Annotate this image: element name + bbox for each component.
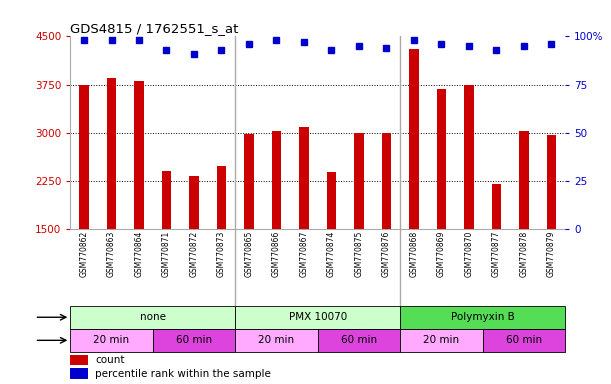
- Bar: [70, 355, 87, 366]
- Text: 20 min: 20 min: [423, 335, 459, 345]
- Text: GSM770875: GSM770875: [354, 230, 364, 277]
- Text: GSM770877: GSM770877: [492, 230, 501, 277]
- Bar: [107, 78, 116, 229]
- Text: GSM770878: GSM770878: [519, 230, 529, 276]
- Bar: [437, 89, 446, 229]
- Text: GSM770879: GSM770879: [547, 230, 556, 277]
- Bar: [79, 84, 89, 229]
- Text: GSM770866: GSM770866: [272, 230, 281, 277]
- Text: 60 min: 60 min: [341, 335, 377, 345]
- Bar: [318, 329, 400, 352]
- Bar: [70, 369, 87, 379]
- Text: GSM770862: GSM770862: [79, 230, 89, 276]
- Bar: [235, 329, 318, 352]
- Text: GSM770873: GSM770873: [217, 230, 226, 277]
- Bar: [464, 84, 474, 229]
- Text: 20 min: 20 min: [93, 335, 130, 345]
- Text: count: count: [95, 355, 125, 365]
- Bar: [162, 171, 171, 229]
- Text: GSM770867: GSM770867: [299, 230, 309, 277]
- Text: GSM770871: GSM770871: [162, 230, 171, 276]
- Text: GSM770872: GSM770872: [189, 230, 199, 276]
- Bar: [235, 306, 400, 329]
- Bar: [272, 131, 281, 229]
- Bar: [217, 166, 226, 229]
- Bar: [492, 184, 501, 229]
- Bar: [327, 172, 336, 229]
- Text: 60 min: 60 min: [176, 335, 212, 345]
- Bar: [189, 176, 199, 229]
- Text: GSM770864: GSM770864: [134, 230, 144, 277]
- Bar: [299, 127, 309, 229]
- Text: 20 min: 20 min: [258, 335, 295, 345]
- Text: GSM770876: GSM770876: [382, 230, 391, 277]
- Text: 60 min: 60 min: [506, 335, 542, 345]
- Text: GSM770863: GSM770863: [107, 230, 116, 277]
- Bar: [400, 329, 483, 352]
- Bar: [244, 134, 254, 229]
- Bar: [134, 81, 144, 229]
- Text: GSM770870: GSM770870: [464, 230, 474, 277]
- Bar: [70, 329, 153, 352]
- Bar: [382, 132, 391, 229]
- Bar: [519, 131, 529, 229]
- Bar: [354, 132, 364, 229]
- Bar: [409, 49, 419, 229]
- Text: GDS4815 / 1762551_s_at: GDS4815 / 1762551_s_at: [70, 22, 239, 35]
- Bar: [153, 329, 235, 352]
- Text: PMX 10070: PMX 10070: [288, 312, 347, 322]
- Bar: [400, 306, 565, 329]
- Text: GSM770874: GSM770874: [327, 230, 336, 277]
- Text: Polymyxin B: Polymyxin B: [451, 312, 514, 322]
- Bar: [547, 134, 556, 229]
- Bar: [483, 329, 565, 352]
- Text: GSM770868: GSM770868: [409, 230, 419, 276]
- Text: GSM770869: GSM770869: [437, 230, 446, 277]
- Bar: [70, 306, 235, 329]
- Text: GSM770865: GSM770865: [244, 230, 254, 277]
- Text: none: none: [140, 312, 166, 322]
- Text: percentile rank within the sample: percentile rank within the sample: [95, 369, 271, 379]
